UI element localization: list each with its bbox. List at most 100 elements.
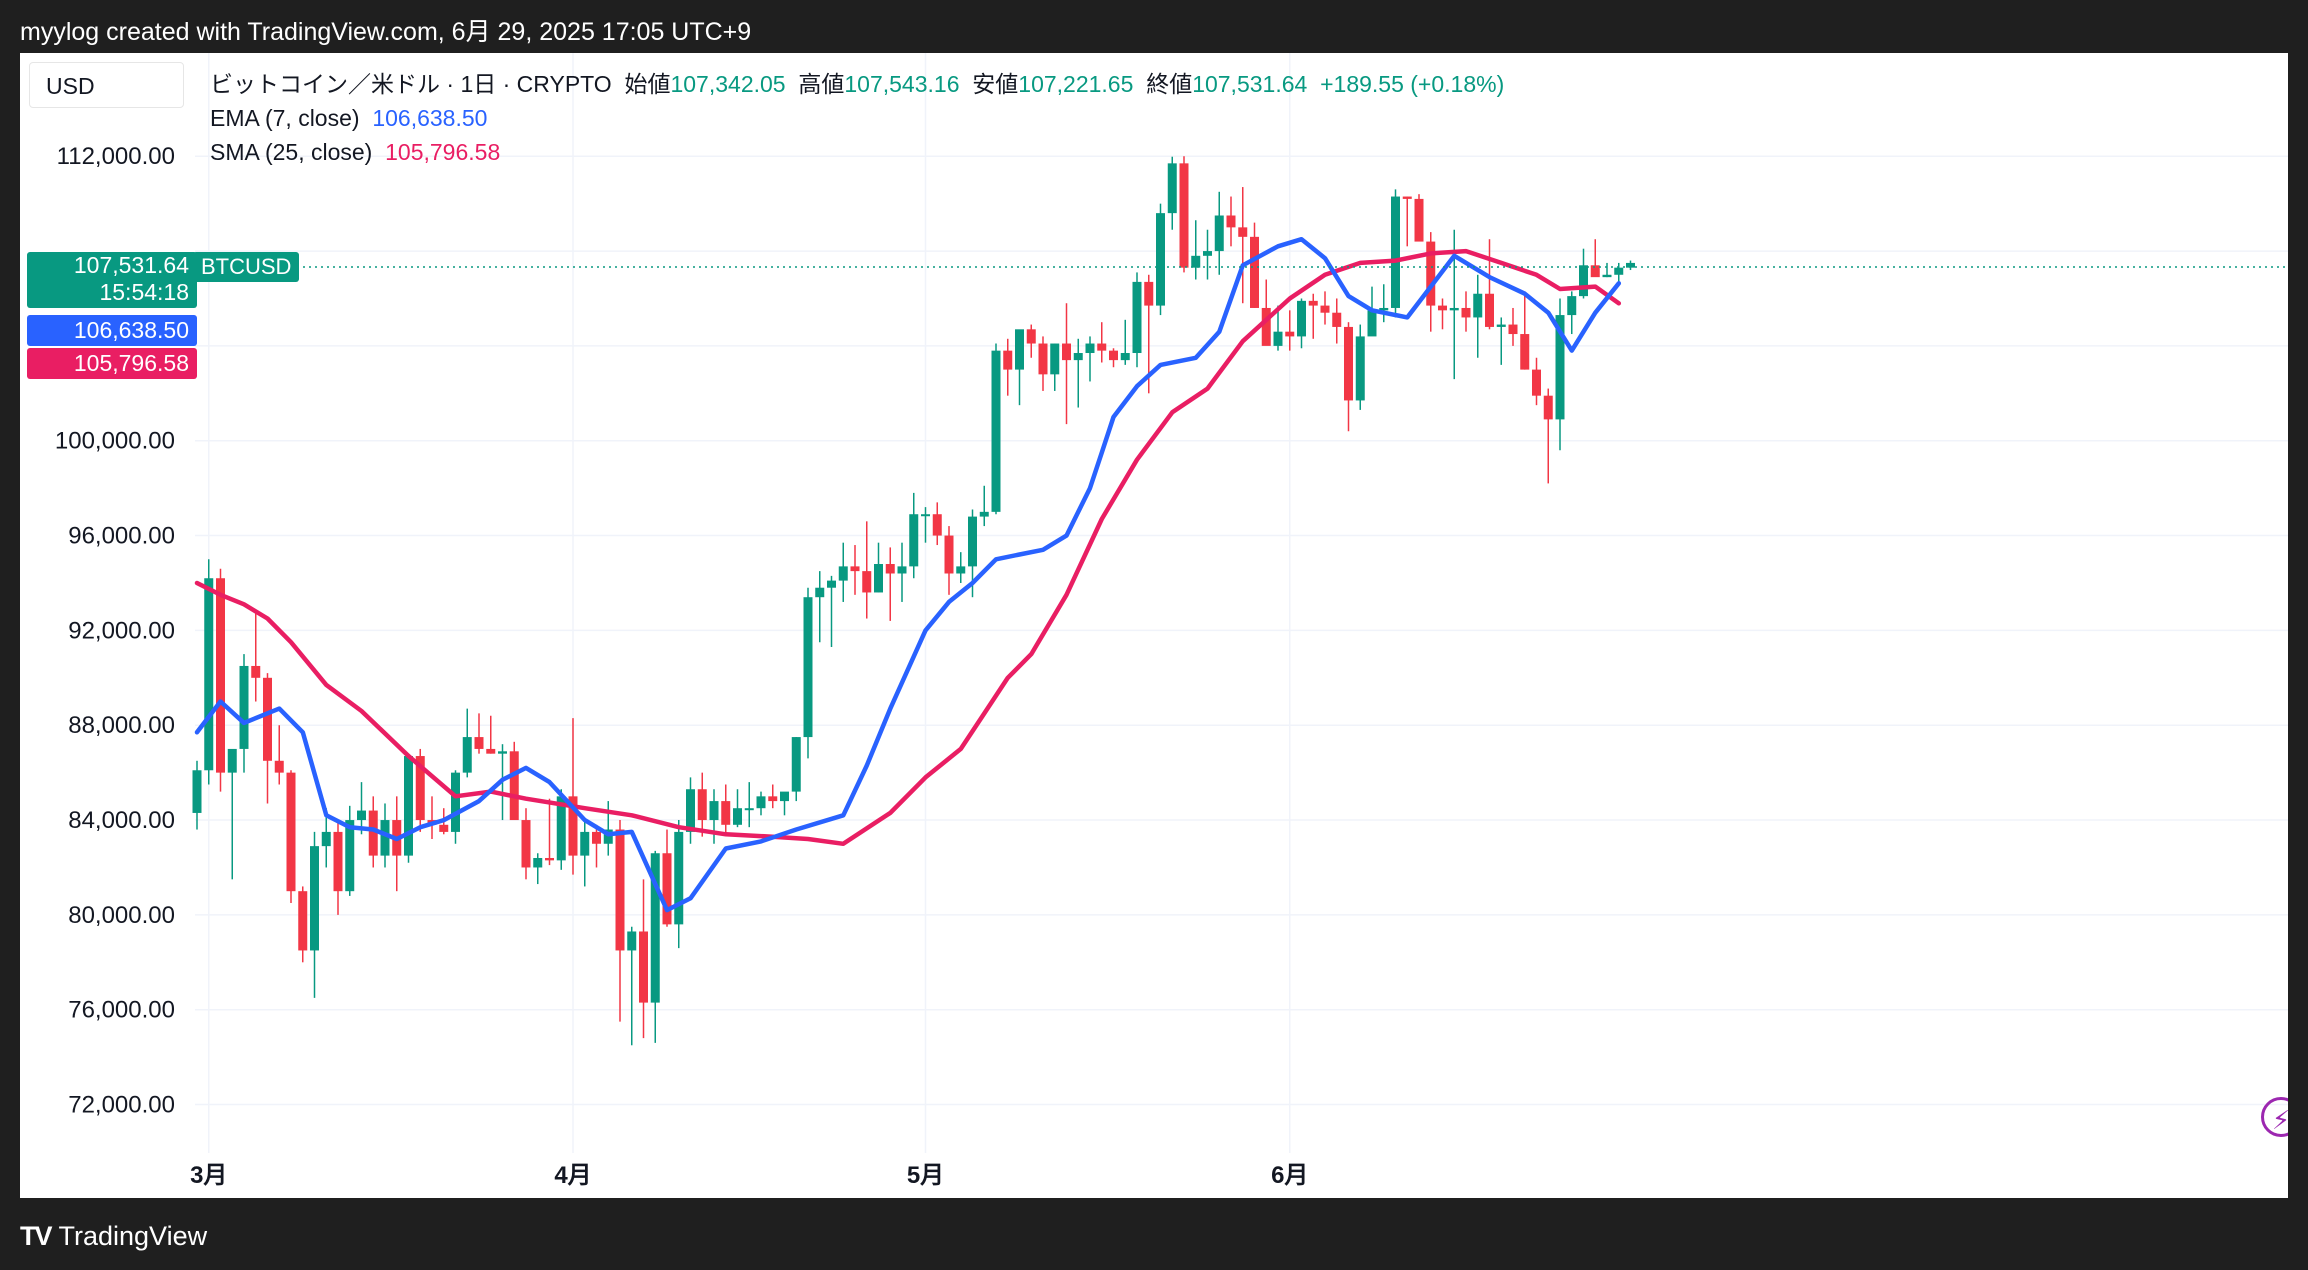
candle[interactable] — [850, 545, 860, 595]
candle[interactable] — [897, 542, 907, 602]
candle[interactable] — [991, 343, 1001, 515]
candle[interactable] — [1238, 187, 1248, 304]
candle[interactable] — [1097, 322, 1107, 363]
candle[interactable] — [921, 507, 930, 543]
candle[interactable] — [568, 718, 578, 875]
candle[interactable] — [768, 784, 778, 809]
candle[interactable] — [239, 654, 249, 773]
candle[interactable] — [251, 611, 261, 702]
candle[interactable] — [1156, 203, 1165, 316]
candle[interactable] — [838, 542, 848, 602]
candle[interactable] — [1062, 303, 1071, 425]
candle[interactable] — [263, 673, 272, 804]
symbol-name[interactable]: ビットコイン／米ドル · 1日 · CRYPTO — [210, 71, 612, 97]
candle[interactable] — [803, 587, 813, 759]
candle[interactable] — [1109, 348, 1118, 368]
ema-line[interactable] — [194, 236, 1622, 913]
candle[interactable] — [1191, 220, 1201, 280]
candle[interactable] — [697, 772, 707, 837]
candle[interactable] — [1438, 298, 1447, 330]
currency-selector[interactable]: USD — [29, 62, 184, 108]
candle[interactable] — [709, 789, 719, 844]
candle[interactable] — [509, 741, 519, 821]
candle[interactable] — [227, 748, 237, 880]
candle[interactable] — [1085, 336, 1095, 382]
candle[interactable] — [1285, 310, 1295, 351]
candle[interactable] — [1602, 262, 1612, 278]
candle[interactable] — [909, 492, 919, 579]
candle[interactable] — [486, 715, 496, 754]
candle[interactable] — [1543, 388, 1553, 484]
candle[interactable] — [932, 502, 942, 546]
candle[interactable] — [1203, 229, 1212, 280]
candle[interactable] — [1026, 324, 1036, 358]
candle[interactable] — [1426, 232, 1436, 332]
candle[interactable] — [1414, 194, 1424, 242]
candle[interactable] — [1003, 338, 1013, 396]
candle[interactable] — [1038, 336, 1048, 391]
candle[interactable] — [1132, 272, 1142, 368]
candle[interactable] — [733, 789, 742, 828]
candle[interactable] — [979, 485, 989, 527]
sma-legend[interactable]: SMA (25, close) 105,796.58 — [210, 137, 500, 167]
candle[interactable] — [462, 708, 472, 778]
candle[interactable] — [862, 521, 872, 619]
candle[interactable] — [1073, 338, 1083, 408]
candle[interactable] — [1297, 298, 1306, 349]
candle[interactable] — [1473, 274, 1483, 358]
candle[interactable] — [392, 796, 402, 892]
candle[interactable] — [1508, 307, 1518, 346]
candle[interactable] — [956, 552, 966, 583]
candle[interactable] — [474, 713, 484, 754]
chart-panel[interactable]: 72,000.00 76,000.00 80,000.00 84,000.00 88,0… — [20, 53, 2288, 1198]
candle[interactable] — [357, 782, 366, 835]
candle[interactable] — [1308, 293, 1318, 339]
candle[interactable] — [815, 571, 825, 643]
candle[interactable] — [1579, 248, 1588, 299]
candle[interactable] — [404, 753, 413, 863]
candle[interactable] — [192, 760, 202, 830]
candle[interactable] — [545, 798, 554, 866]
candle[interactable] — [674, 820, 684, 949]
candlestick-chart[interactable]: 72,000.00 76,000.00 80,000.00 84,000.00 88,0… — [20, 53, 2288, 1198]
candle[interactable] — [639, 879, 648, 1039]
candle[interactable] — [1179, 156, 1189, 273]
candle[interactable] — [686, 777, 695, 844]
candle[interactable] — [333, 820, 343, 915]
candle[interactable] — [533, 853, 543, 885]
candle[interactable] — [1050, 343, 1060, 391]
candle[interactable] — [615, 820, 625, 1022]
candle[interactable] — [885, 547, 895, 621]
candle[interactable] — [368, 796, 378, 868]
candle[interactable] — [1167, 156, 1177, 230]
sma-line[interactable] — [194, 248, 1622, 847]
candle[interactable] — [1250, 222, 1259, 308]
candle[interactable] — [345, 805, 355, 896]
ema-legend[interactable]: EMA (7, close) 106,638.50 — [210, 103, 487, 133]
candle[interactable] — [1555, 298, 1565, 451]
candle[interactable] — [204, 559, 214, 785]
candle[interactable] — [1496, 317, 1506, 365]
candle[interactable] — [721, 784, 731, 835]
candle[interactable] — [415, 748, 425, 832]
candle[interactable] — [756, 791, 766, 816]
candle[interactable] — [274, 725, 284, 785]
candle[interactable] — [1590, 239, 1600, 278]
candle[interactable] — [286, 770, 296, 904]
candle[interactable] — [1485, 239, 1494, 330]
candle[interactable] — [1391, 189, 1400, 318]
candle[interactable] — [1120, 319, 1130, 365]
candle[interactable] — [1379, 284, 1389, 323]
candle[interactable] — [780, 791, 789, 816]
candle[interactable] — [874, 542, 883, 593]
candle[interactable] — [310, 831, 319, 998]
candle[interactable] — [1402, 196, 1412, 247]
candle[interactable] — [1214, 191, 1224, 275]
candle[interactable] — [627, 926, 637, 1046]
candle[interactable] — [1520, 291, 1530, 370]
candle[interactable] — [1567, 291, 1577, 335]
candle[interactable] — [1626, 260, 1635, 271]
candle[interactable] — [592, 824, 601, 868]
candle[interactable] — [580, 820, 590, 887]
candle[interactable] — [1332, 298, 1342, 344]
